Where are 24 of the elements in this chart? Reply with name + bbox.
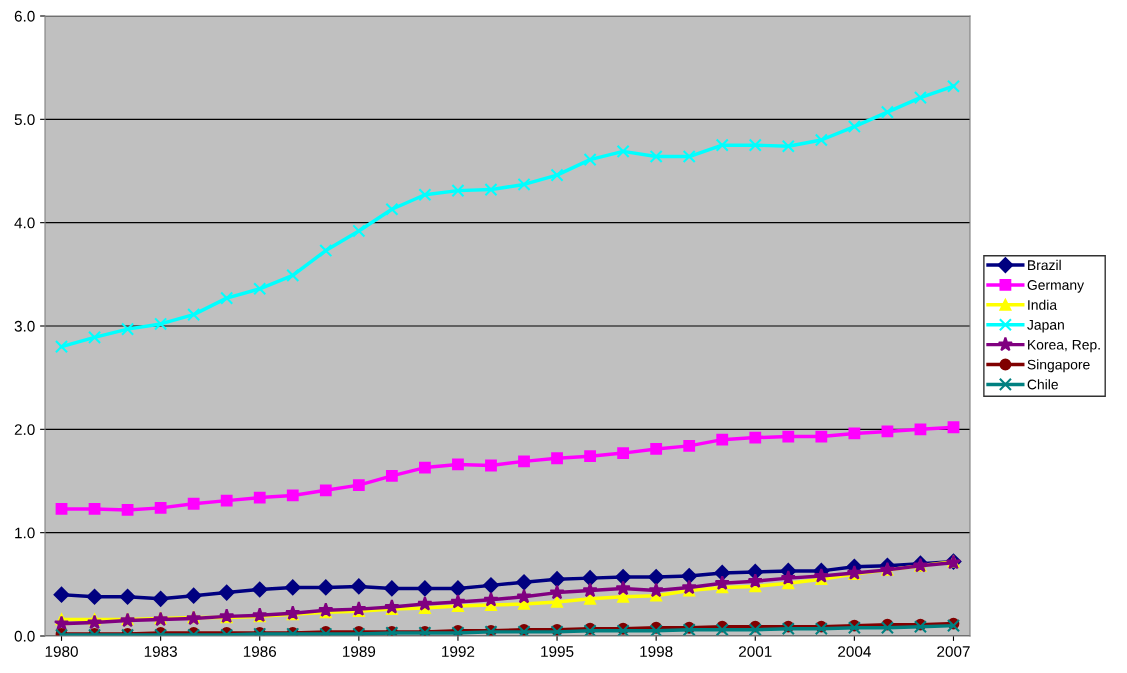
legend-label: Singapore bbox=[1027, 359, 1090, 373]
x-tick-label: 1989 bbox=[343, 646, 376, 657]
legend-label: Korea, Rep. bbox=[1028, 339, 1100, 353]
y-tick-label: 1.0 bbox=[15, 527, 35, 539]
x-tick-label: 2004 bbox=[838, 646, 871, 657]
legend-label: Japan bbox=[1027, 320, 1064, 333]
y-tick-label: 5.0 bbox=[14, 114, 35, 126]
x-tick-label: 1998 bbox=[640, 646, 673, 657]
y-tick-label: 3.0 bbox=[14, 320, 35, 332]
x-tick-label: 1980 bbox=[45, 646, 78, 657]
legend-label: Chile bbox=[1027, 379, 1058, 390]
y-tick-label: 4.0 bbox=[14, 217, 35, 229]
legend-label: Brazil bbox=[1028, 259, 1061, 271]
x-tick-label: 2007 bbox=[937, 646, 970, 657]
y-tick-label: 6.0 bbox=[14, 10, 35, 22]
x-tick-label: 1986 bbox=[243, 646, 277, 657]
y-tick-label: 2.0 bbox=[14, 424, 35, 436]
y-tick-label: 0.0 bbox=[14, 630, 35, 642]
x-tick-label: 1995 bbox=[541, 646, 574, 657]
legend-label: India bbox=[1028, 299, 1058, 310]
x-tick-label: 2001 bbox=[739, 646, 772, 657]
legend-label: Germany bbox=[1027, 280, 1085, 293]
x-tick-label: 1992 bbox=[442, 646, 475, 657]
x-tick-label: 1983 bbox=[144, 646, 177, 657]
